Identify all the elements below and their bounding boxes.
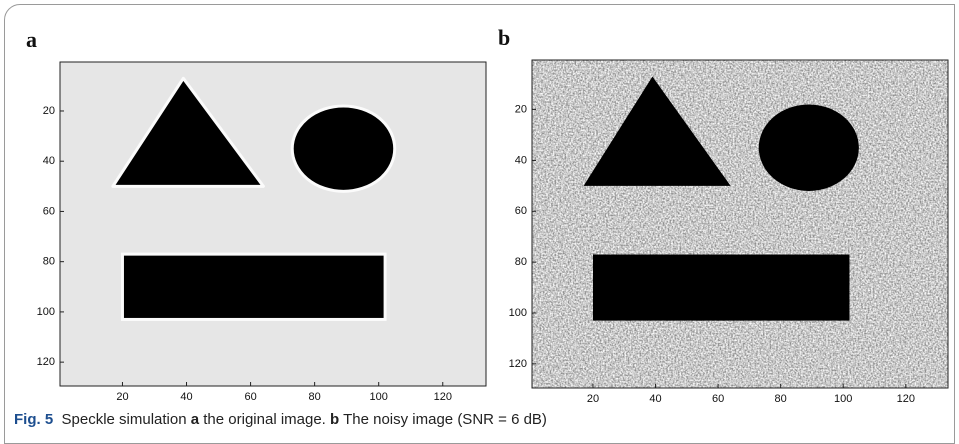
- caption-panel-label: b: [330, 411, 339, 428]
- y-tick-label: 40: [515, 154, 527, 166]
- x-tick-label: 60: [244, 391, 256, 403]
- x-tick-label: 120: [434, 391, 452, 403]
- x-tick-label: 80: [309, 391, 321, 403]
- caption-panel-label: a: [191, 411, 199, 428]
- speckle-noise: [532, 60, 948, 388]
- caption-text: Speckle simulation: [62, 411, 187, 428]
- x-tick-label: 100: [834, 393, 852, 405]
- x-tick-label: 20: [587, 393, 599, 405]
- y-tick-label: 80: [43, 256, 55, 268]
- y-tick-label: 60: [515, 205, 527, 217]
- y-tick-label: 120: [509, 358, 527, 370]
- page: a 20 40 60 80 100 120 20 40 60 80 100 120 b 20 40 60 80 10…: [0, 0, 959, 438]
- x-tick-label: 60: [712, 393, 724, 405]
- image: [60, 62, 486, 386]
- y-tick-label: 20: [515, 103, 527, 115]
- caption: Fig. 5 Speckle simulation a the original…: [14, 411, 547, 428]
- circle: [759, 104, 859, 190]
- figure: a 20 40 60 80 100 120 20 40 60 80 100 120 b 20 40 60 80 10…: [0, 0, 959, 410]
- caption-text: The noisy image (SNR = 6 dB): [343, 411, 547, 428]
- y-tick-label: 80: [515, 256, 527, 268]
- x-tick-label: 20: [116, 391, 128, 403]
- x-tick-label: 100: [370, 391, 388, 403]
- x-tick-label: 120: [897, 393, 915, 405]
- panel-label: a: [26, 27, 37, 52]
- x-tick-label: 40: [180, 391, 192, 403]
- y-tick-label: 100: [509, 307, 527, 319]
- y-tick-label: 20: [43, 105, 55, 117]
- caption-text: the original image.: [203, 411, 326, 428]
- rectangle: [593, 255, 849, 321]
- circle: [292, 106, 394, 191]
- y-tick-label: 100: [37, 306, 55, 318]
- x-tick-label: 80: [775, 393, 787, 405]
- x-tick-label: 40: [649, 393, 661, 405]
- y-tick-label: 40: [43, 155, 55, 167]
- image: [532, 60, 948, 388]
- panel-label: b: [498, 25, 510, 50]
- y-tick-label: 60: [43, 205, 55, 217]
- figure-number: Fig. 5: [14, 411, 53, 428]
- rectangle: [122, 254, 385, 319]
- image-background: [60, 62, 486, 386]
- y-tick-label: 120: [37, 356, 55, 368]
